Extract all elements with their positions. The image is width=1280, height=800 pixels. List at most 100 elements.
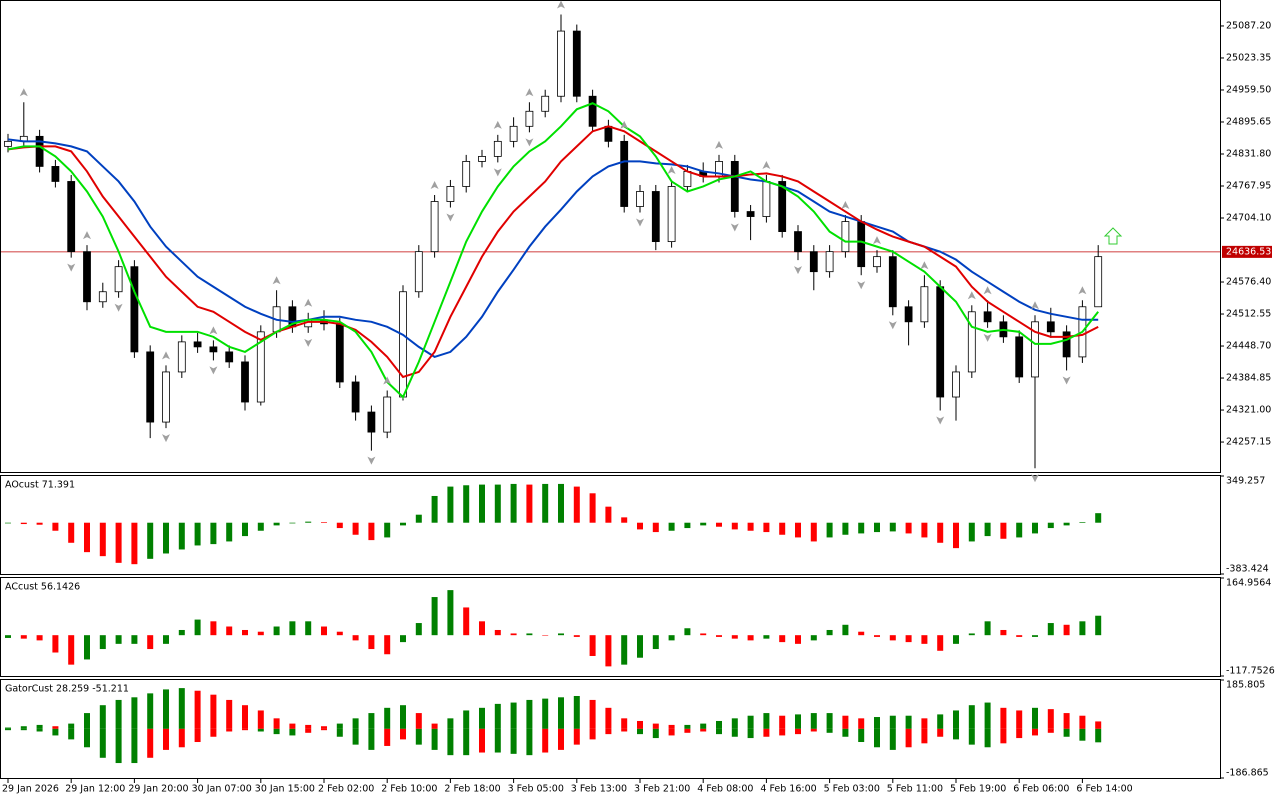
- gator-bar: [131, 697, 138, 729]
- gator-bar: [115, 699, 122, 729]
- candle-body: [1094, 256, 1103, 308]
- histogram-bar: [968, 633, 975, 636]
- histogram-bar: [321, 522, 327, 523]
- gator-bar: [826, 728, 833, 733]
- gator-bar: [384, 728, 391, 746]
- candle-body: [1031, 321, 1039, 378]
- gator-bar: [494, 728, 501, 753]
- gator-bar: [479, 728, 485, 753]
- candle-body: [335, 323, 344, 383]
- current-price-label: 24636.53: [1226, 246, 1271, 257]
- histogram-bar: [321, 626, 327, 636]
- histogram-bar: [68, 522, 75, 543]
- gator-bar: [226, 699, 233, 729]
- histogram-bar: [937, 522, 944, 543]
- fractal-up: [1078, 286, 1087, 295]
- histogram-bar: [115, 635, 122, 644]
- y-tick-label: 24512.55: [1226, 309, 1271, 320]
- candle-body: [1015, 336, 1024, 378]
- histogram-bar: [526, 633, 533, 636]
- gator-bar: [905, 728, 912, 748]
- histogram-bar: [5, 522, 11, 524]
- gator-bar: [589, 728, 596, 740]
- gator-bar: [858, 718, 865, 729]
- histogram-bar: [163, 635, 169, 644]
- gator-frame: [0, 679, 1221, 779]
- histogram-bar: [1095, 615, 1102, 636]
- gator-bar: [637, 728, 643, 735]
- fractal-up: [383, 376, 392, 385]
- x-tick-label: 29 Jan 12:00: [65, 784, 125, 795]
- fractal-down: [636, 218, 644, 227]
- histogram-bar: [889, 635, 896, 641]
- histogram-bar: [842, 624, 849, 636]
- fractal-up: [19, 88, 28, 97]
- histogram-bar: [336, 522, 343, 529]
- fractal-down: [888, 321, 897, 330]
- gator-bar: [889, 715, 896, 729]
- gator-bar: [668, 728, 675, 736]
- fractal-down: [1031, 474, 1039, 483]
- histogram-bar: [1079, 522, 1086, 523]
- gator-bar: [637, 720, 643, 729]
- y-tick-label: 349.257: [1226, 476, 1265, 487]
- fractal-up: [620, 120, 629, 129]
- histogram-bar: [779, 635, 786, 643]
- histogram-bar: [874, 635, 880, 637]
- histogram-bar: [1095, 513, 1102, 523]
- histogram-bar: [573, 486, 580, 523]
- y-tick-label: 24704.10: [1226, 213, 1271, 224]
- gator-bar: [526, 728, 533, 756]
- candle-body: [794, 231, 802, 253]
- candle-body: [604, 125, 613, 142]
- fractal-down: [162, 434, 170, 443]
- histogram-bar: [68, 635, 75, 665]
- histogram-bar: [178, 522, 185, 550]
- gator-bar: [968, 728, 975, 745]
- histogram-bar: [147, 522, 154, 559]
- histogram-bar: [447, 590, 454, 636]
- histogram-bar: [289, 621, 296, 636]
- gator-bar: [953, 728, 959, 740]
- candle-body: [209, 346, 218, 353]
- gator-bar: [795, 714, 801, 729]
- fractal-down: [493, 168, 502, 177]
- histogram-bar: [795, 635, 801, 644]
- histogram-bar: [953, 635, 959, 644]
- gator-bar: [257, 710, 264, 729]
- histogram-bar: [573, 635, 580, 637]
- indicator-label: AOcust 71.391: [5, 480, 75, 491]
- candle-body: [414, 251, 423, 293]
- y-tick-label: -117.7526: [1226, 666, 1275, 677]
- y-tick-label: -383.424: [1226, 564, 1269, 575]
- gator-bar: [526, 699, 533, 729]
- histogram-bar: [810, 635, 817, 641]
- candle-body: [1046, 321, 1055, 333]
- fractal-down: [304, 338, 313, 347]
- gator-bar: [163, 728, 169, 750]
- candle-body: [809, 251, 818, 273]
- gator-bar: [273, 718, 280, 729]
- histogram-bar: [589, 635, 596, 656]
- histogram-bar: [463, 607, 470, 636]
- gator-bar: [194, 690, 201, 729]
- histogram-bar: [400, 635, 406, 643]
- fractal-up: [83, 231, 91, 240]
- candle-body: [983, 311, 992, 323]
- gator-bar: [779, 728, 786, 736]
- gator-bar: [700, 728, 707, 732]
- histogram-bar: [273, 522, 280, 526]
- gator-bar: [463, 710, 470, 729]
- fractal-up: [920, 261, 929, 270]
- gator-bar: [1063, 728, 1070, 737]
- gator-bar: [178, 728, 185, 748]
- gator-bar: [431, 723, 438, 729]
- candle-body: [399, 291, 407, 398]
- gator-bar: [1047, 709, 1054, 729]
- fractal-up: [209, 326, 218, 335]
- gator-bar: [242, 705, 248, 729]
- candle-body: [478, 155, 486, 162]
- gator-bar: [52, 726, 59, 729]
- fractal-up: [493, 120, 502, 129]
- candle-body: [509, 125, 518, 142]
